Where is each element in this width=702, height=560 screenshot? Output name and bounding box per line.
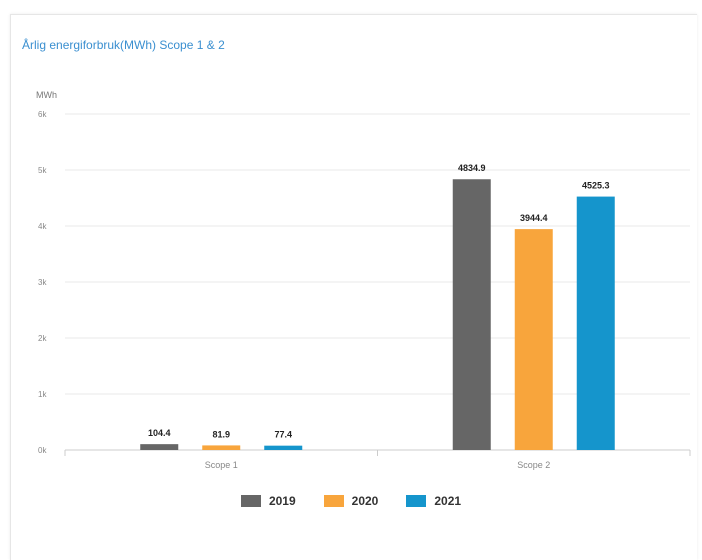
legend-label: 2020 — [351, 494, 379, 508]
legend-item-2019[interactable]: 2019 — [240, 494, 296, 508]
data-label: 81.9 — [212, 429, 230, 439]
chart-title: Årlig energiforbruk(MWh) Scope 1 & 2 — [22, 38, 225, 52]
chart-legend: 2019 2020 2021 — [0, 494, 702, 508]
bar-2020-scope-2 — [514, 229, 553, 450]
data-label: 3944.4 — [520, 213, 548, 223]
legend-swatch — [406, 495, 427, 507]
y-tick-label: 3k — [38, 278, 47, 287]
y-tick-label: 5k — [38, 166, 47, 175]
x-tick-label: Scope 1 — [205, 460, 238, 470]
bar-chart: MWh 0k 1k 2k 3k 4k 5k 6k 104.4 81.9 77.4 Scope 1 483… — [36, 90, 691, 470]
y-tick-label: 2k — [38, 334, 47, 343]
legend-label: 2019 — [268, 494, 296, 508]
legend-swatch — [323, 495, 344, 507]
y-tick-label: 6k — [38, 110, 47, 119]
bar-2019-scope-2 — [452, 179, 491, 450]
y-tick-label: 1k — [38, 390, 47, 399]
y-tick-label: 4k — [38, 222, 47, 231]
bar-2020-scope-1 — [202, 445, 241, 450]
legend-swatch — [240, 495, 261, 507]
data-label: 77.4 — [274, 430, 292, 440]
data-label: 4834.9 — [458, 163, 486, 173]
data-label: 104.4 — [148, 428, 171, 438]
legend-item-2020[interactable]: 2020 — [323, 494, 379, 508]
y-tick-label: 0k — [38, 446, 47, 455]
legend-label: 2021 — [434, 494, 462, 508]
x-tick-label: Scope 2 — [517, 460, 550, 470]
legend-item-2021[interactable]: 2021 — [406, 494, 461, 508]
bar-2019-scope-1 — [140, 444, 179, 450]
y-axis-label: MWh — [36, 90, 57, 100]
bar-2021-scope-2 — [576, 196, 615, 450]
data-label: 4525.3 — [582, 181, 610, 191]
bar-2021-scope-1 — [264, 445, 303, 450]
